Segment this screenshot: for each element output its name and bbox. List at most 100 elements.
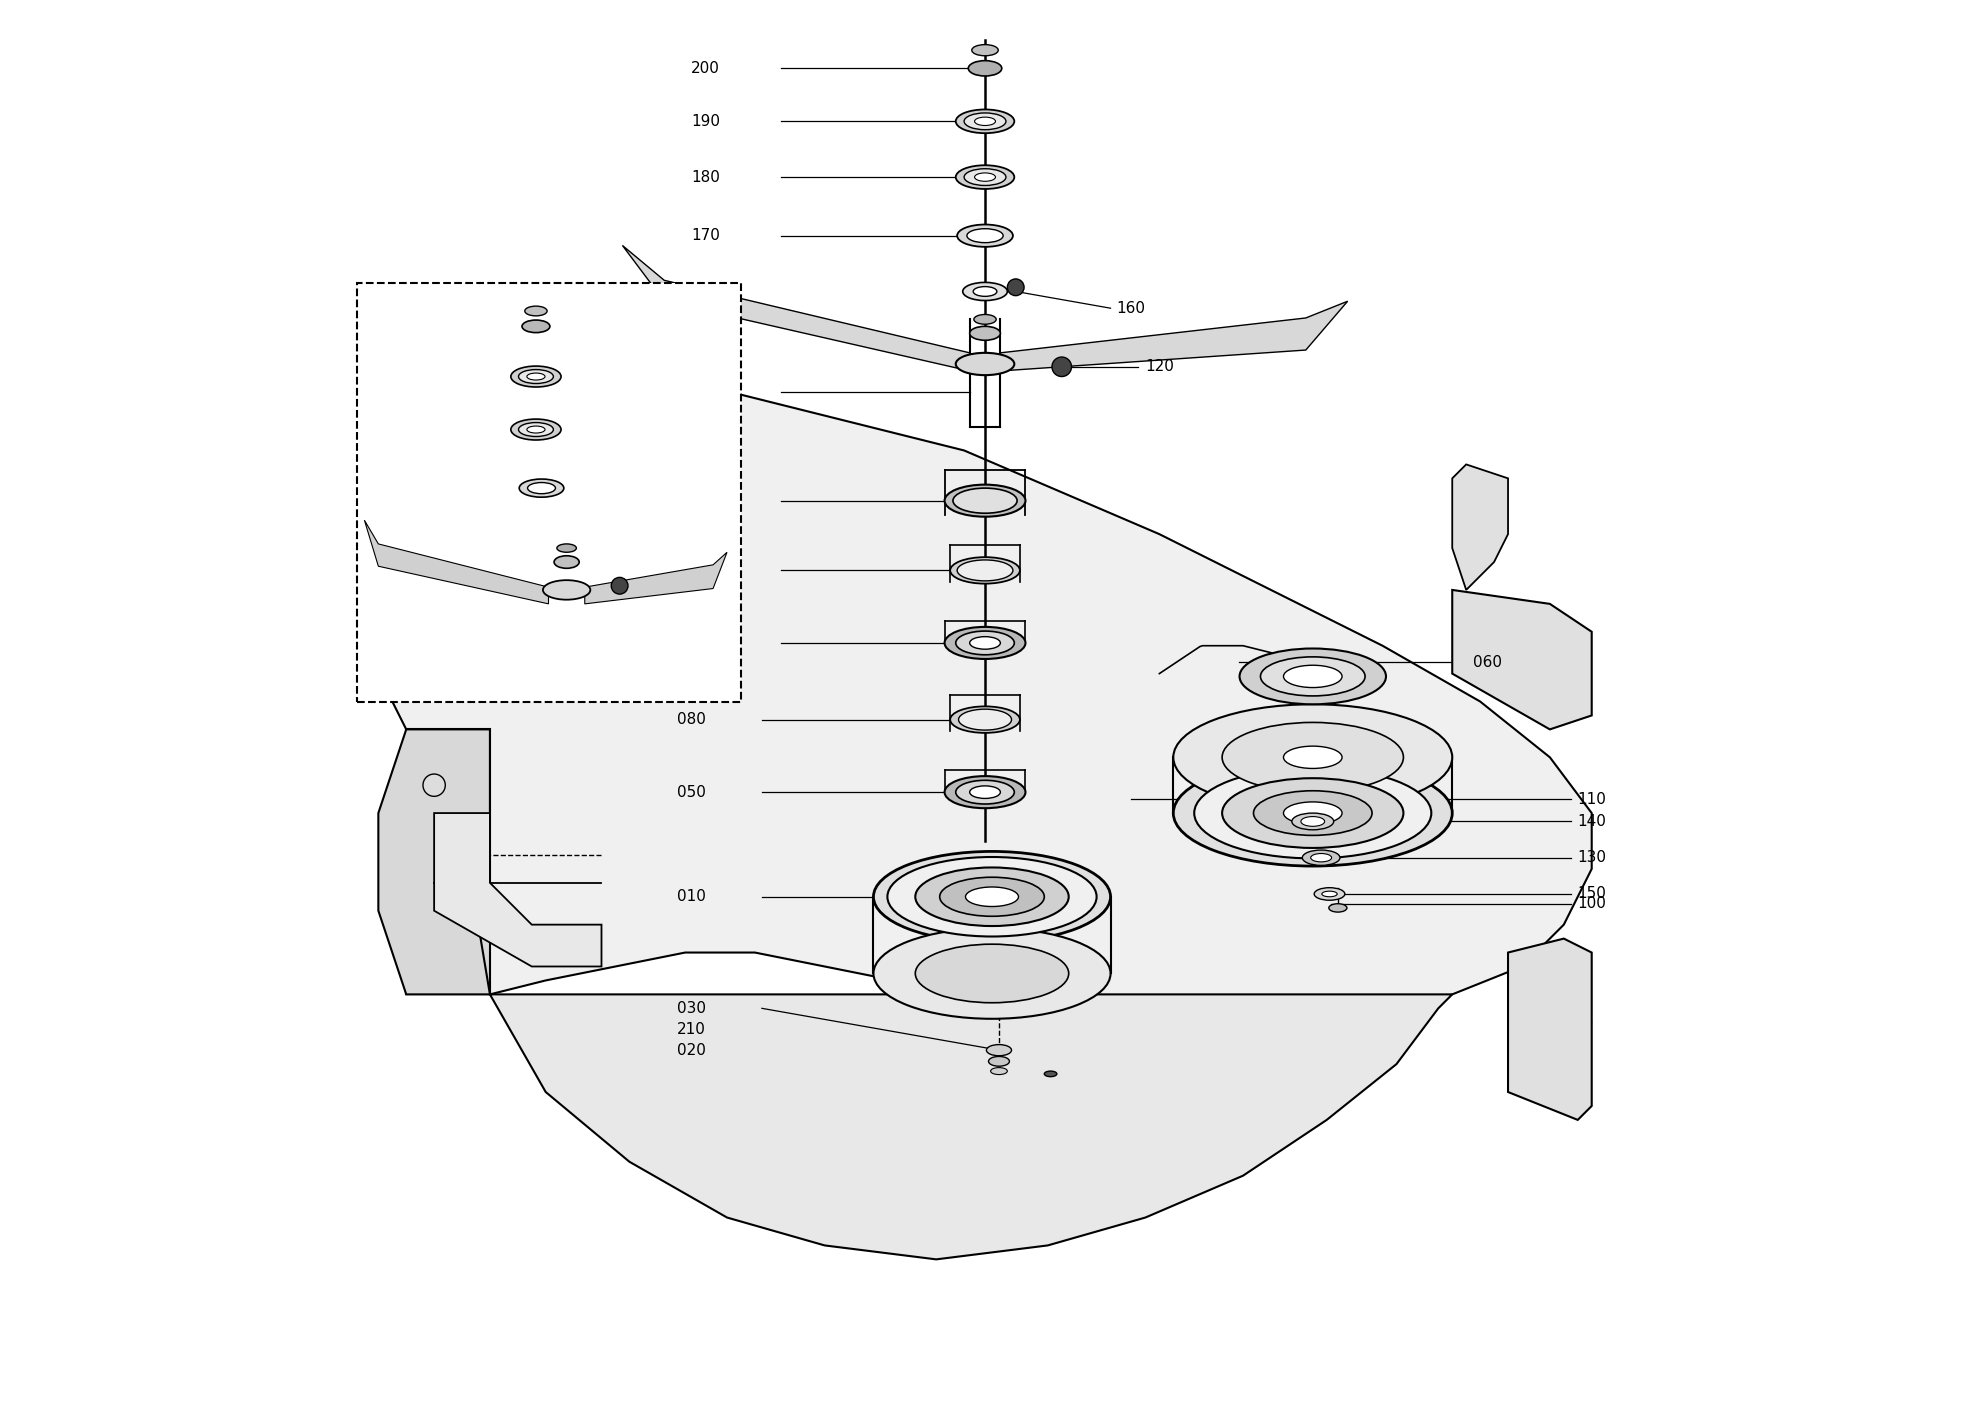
Text: 190: 190	[690, 114, 720, 129]
Polygon shape	[490, 995, 1452, 1260]
Ellipse shape	[940, 877, 1044, 916]
Text: 050: 050	[690, 636, 720, 651]
Ellipse shape	[1260, 657, 1365, 696]
Ellipse shape	[520, 478, 563, 497]
Ellipse shape	[986, 1045, 1012, 1055]
Ellipse shape	[1044, 1070, 1057, 1076]
Ellipse shape	[1254, 791, 1373, 835]
Ellipse shape	[1311, 853, 1331, 861]
Text: 090: 090	[690, 494, 720, 508]
Ellipse shape	[1173, 760, 1452, 866]
Polygon shape	[1452, 464, 1508, 589]
Ellipse shape	[956, 166, 1014, 189]
Ellipse shape	[972, 45, 998, 56]
Text: 120: 120	[1145, 359, 1175, 375]
Ellipse shape	[1222, 723, 1403, 793]
Text: 180: 180	[516, 422, 544, 438]
Ellipse shape	[1292, 814, 1333, 829]
Ellipse shape	[558, 544, 577, 553]
Ellipse shape	[944, 484, 1026, 516]
Ellipse shape	[1284, 665, 1341, 687]
Text: 080: 080	[677, 713, 706, 727]
Text: 130: 130	[1577, 850, 1607, 866]
Ellipse shape	[974, 286, 996, 296]
Ellipse shape	[956, 631, 1014, 655]
Ellipse shape	[952, 488, 1018, 513]
Ellipse shape	[526, 306, 548, 316]
Text: 140: 140	[1577, 814, 1607, 829]
Ellipse shape	[915, 944, 1069, 1003]
Ellipse shape	[966, 887, 1018, 906]
Circle shape	[1008, 279, 1024, 296]
Text: 200: 200	[690, 60, 720, 76]
Ellipse shape	[974, 173, 996, 181]
Ellipse shape	[528, 373, 546, 380]
Ellipse shape	[968, 60, 1002, 76]
Ellipse shape	[970, 786, 1000, 798]
Text: 110: 110	[1577, 791, 1607, 807]
Ellipse shape	[1321, 891, 1337, 897]
Ellipse shape	[1302, 817, 1325, 826]
Polygon shape	[623, 246, 970, 370]
Ellipse shape	[873, 852, 1111, 941]
Text: 120: 120	[665, 578, 692, 593]
Ellipse shape	[1222, 779, 1403, 847]
Text: 160: 160	[1117, 300, 1145, 316]
Circle shape	[611, 578, 629, 593]
Ellipse shape	[958, 709, 1012, 730]
Ellipse shape	[1329, 904, 1347, 912]
Text: 070: 070	[690, 563, 720, 578]
Text: 020: 020	[677, 1042, 706, 1058]
Ellipse shape	[1284, 746, 1341, 769]
Polygon shape	[1452, 589, 1591, 730]
Ellipse shape	[544, 581, 591, 599]
Polygon shape	[379, 730, 490, 995]
Ellipse shape	[518, 422, 554, 436]
Text: 040: 040	[690, 384, 720, 400]
Ellipse shape	[970, 327, 1000, 341]
Polygon shape	[434, 814, 601, 967]
Text: 150: 150	[1577, 887, 1607, 902]
Ellipse shape	[1173, 704, 1452, 811]
Ellipse shape	[956, 352, 1014, 375]
Ellipse shape	[950, 557, 1020, 584]
Ellipse shape	[873, 929, 1111, 1019]
Ellipse shape	[915, 867, 1069, 926]
Circle shape	[423, 774, 444, 797]
Ellipse shape	[964, 168, 1006, 185]
Ellipse shape	[528, 483, 556, 494]
Ellipse shape	[1194, 767, 1430, 859]
Ellipse shape	[1240, 648, 1387, 704]
Ellipse shape	[1313, 888, 1345, 901]
Text: 190: 190	[516, 369, 544, 384]
Ellipse shape	[964, 114, 1006, 129]
Ellipse shape	[887, 857, 1097, 936]
Ellipse shape	[956, 780, 1014, 804]
Ellipse shape	[510, 419, 561, 441]
Bar	[357, 283, 740, 702]
Text: 030: 030	[677, 1000, 706, 1016]
Text: 050: 050	[677, 784, 706, 800]
Text: 010: 010	[677, 890, 706, 905]
Polygon shape	[1000, 302, 1347, 370]
Ellipse shape	[970, 637, 1000, 650]
Ellipse shape	[944, 776, 1026, 808]
Text: 210: 210	[677, 1021, 706, 1037]
Ellipse shape	[990, 1068, 1008, 1075]
Polygon shape	[1508, 939, 1591, 1120]
Ellipse shape	[950, 706, 1020, 732]
Ellipse shape	[956, 224, 1014, 247]
Ellipse shape	[522, 320, 550, 333]
Ellipse shape	[974, 314, 996, 324]
Ellipse shape	[956, 560, 1014, 581]
Text: 170: 170	[665, 481, 692, 495]
Ellipse shape	[974, 116, 996, 125]
Ellipse shape	[1284, 803, 1341, 824]
Ellipse shape	[1302, 850, 1339, 866]
Ellipse shape	[510, 366, 561, 387]
Polygon shape	[365, 380, 1591, 1037]
Text: 170: 170	[690, 229, 720, 243]
Text: RC48-G: RC48-G	[585, 318, 647, 334]
Ellipse shape	[956, 109, 1014, 133]
Text: 040: 040	[389, 554, 419, 570]
